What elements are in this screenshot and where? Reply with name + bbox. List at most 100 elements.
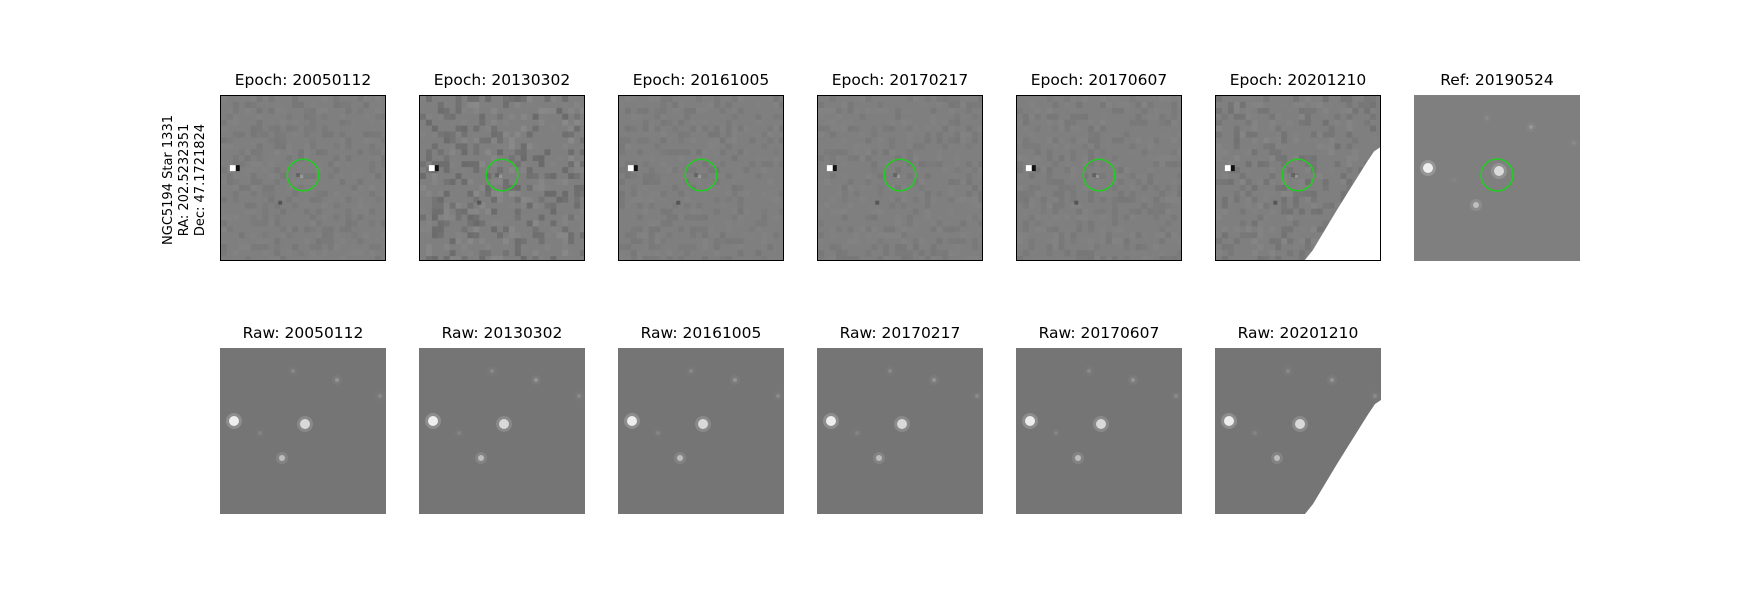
raw-title: Raw: 20170217 xyxy=(839,324,961,342)
star xyxy=(1452,178,1456,182)
star xyxy=(1131,378,1135,382)
noise-texture xyxy=(818,96,982,260)
star xyxy=(1572,141,1576,145)
residual-source xyxy=(1025,165,1032,172)
star xyxy=(1096,419,1106,429)
epoch-title: Epoch: 20170607 xyxy=(1030,71,1168,89)
star xyxy=(1224,416,1234,426)
star xyxy=(279,455,285,461)
target-residual xyxy=(698,175,701,178)
star xyxy=(876,455,882,461)
star xyxy=(1494,166,1504,176)
image-background xyxy=(220,348,386,514)
star xyxy=(888,369,892,373)
star xyxy=(932,378,936,382)
residual-source xyxy=(477,200,482,205)
reference-image xyxy=(1414,95,1580,261)
object-name: NGC5194 Star 1331 xyxy=(161,115,176,245)
star xyxy=(300,419,310,429)
star xyxy=(1174,394,1178,398)
raw-image xyxy=(817,348,983,514)
raw-image xyxy=(419,348,585,514)
target-residual xyxy=(1291,173,1296,178)
residual-source xyxy=(1031,165,1036,172)
image-background xyxy=(817,348,983,514)
star xyxy=(689,369,693,373)
star xyxy=(975,394,979,398)
difference-image xyxy=(1016,95,1182,261)
residual-source xyxy=(1074,200,1079,205)
target-circle xyxy=(1480,158,1514,192)
epoch-title: Epoch: 20161005 xyxy=(632,71,770,89)
star xyxy=(677,455,683,461)
difference-image xyxy=(817,95,983,261)
difference-image xyxy=(618,95,784,261)
residual-source xyxy=(633,165,638,172)
star xyxy=(1054,431,1058,435)
star xyxy=(776,394,780,398)
difference-image xyxy=(419,95,585,261)
raw-title: Raw: 20170607 xyxy=(1038,324,1160,342)
image-background xyxy=(1016,348,1182,514)
star xyxy=(1025,416,1035,426)
target-circle xyxy=(1082,158,1116,192)
raw-image xyxy=(1016,348,1182,514)
raw-image xyxy=(1215,348,1381,514)
epoch-title: Epoch: 20130302 xyxy=(433,71,571,89)
epoch-title: Epoch: 20201210 xyxy=(1229,71,1367,89)
target-residual xyxy=(1295,175,1298,178)
raw-title: Raw: 20161005 xyxy=(640,324,762,342)
star xyxy=(258,431,262,435)
target-residual xyxy=(300,175,303,178)
star xyxy=(229,416,239,426)
no-data-region xyxy=(1305,400,1381,514)
residual-source xyxy=(434,165,439,172)
image-background xyxy=(1414,95,1580,261)
target-residual xyxy=(897,175,900,178)
star xyxy=(698,419,708,429)
residual-source xyxy=(235,165,240,172)
object-ra: RA: 202.5232351 xyxy=(177,123,192,237)
star xyxy=(1274,455,1280,461)
star xyxy=(1330,378,1334,382)
target-circle xyxy=(883,158,917,192)
star xyxy=(428,416,438,426)
target-circle xyxy=(286,158,320,192)
star xyxy=(733,378,737,382)
star xyxy=(1485,116,1489,120)
star xyxy=(855,431,859,435)
residual-source xyxy=(1224,165,1231,172)
star xyxy=(499,419,509,429)
object-dec: Dec: 47.1721824 xyxy=(193,123,208,237)
star xyxy=(1253,431,1257,435)
star xyxy=(1373,394,1377,398)
raw-title: Raw: 20201210 xyxy=(1237,324,1359,342)
noise-texture xyxy=(619,96,783,260)
raw-title: Raw: 20130302 xyxy=(441,324,563,342)
star xyxy=(1529,125,1533,129)
object-info-label: NGC5194 Star 1331 RA: 202.5232351 Dec: 4… xyxy=(160,108,210,252)
star xyxy=(378,394,382,398)
residual-source xyxy=(627,165,634,172)
difference-image xyxy=(1215,95,1381,261)
target-residual xyxy=(296,173,301,178)
residual-source xyxy=(676,200,681,205)
target-residual xyxy=(499,175,502,178)
residual-source xyxy=(1230,165,1235,172)
star xyxy=(656,431,660,435)
target-residual xyxy=(893,173,898,178)
target-residual xyxy=(1092,173,1097,178)
difference-image xyxy=(220,95,386,261)
star xyxy=(534,378,538,382)
image-background xyxy=(419,348,585,514)
star xyxy=(478,455,484,461)
star xyxy=(1473,202,1479,208)
target-residual xyxy=(694,173,699,178)
noise-texture xyxy=(221,96,385,260)
star xyxy=(291,369,295,373)
star xyxy=(1075,455,1081,461)
star xyxy=(1423,163,1433,173)
star xyxy=(826,416,836,426)
raw-title: Raw: 20050112 xyxy=(242,324,364,342)
